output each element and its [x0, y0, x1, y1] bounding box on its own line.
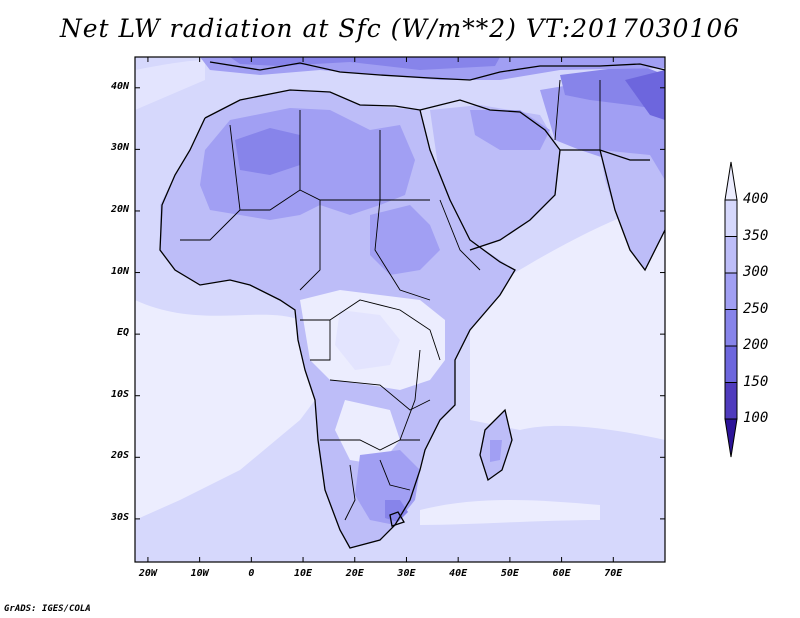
credit-text: GrADS: IGES/COLA [4, 604, 91, 614]
lat-tick-label: 20N [110, 203, 129, 215]
lat-tick-label: 30N [110, 142, 129, 154]
lon-tick-label: 60E [552, 568, 571, 579]
chart-title: Net LW radiation at Sfc (W/m**2) VT:2017… [59, 14, 741, 43]
lat-tick-label: 40N [110, 80, 129, 92]
colorbar-segment [724, 236, 738, 274]
axis-ticks [135, 57, 665, 562]
colorbar-label: 250 [743, 300, 769, 317]
colorbar-segment [724, 199, 738, 237]
lon-tick-label: 50E [500, 568, 519, 579]
colorbar-segment [724, 309, 738, 347]
lat-tick-label: EQ [116, 327, 129, 339]
lon-tick-label: 20W [138, 568, 157, 579]
colorbar-segment [724, 382, 738, 420]
colorbar-segment [724, 345, 738, 383]
colorbar-label: 300 [743, 264, 769, 280]
colorbar-label: 150 [743, 373, 769, 390]
lon-tick-label: 10E [294, 568, 313, 579]
lon-tick-label: 20E [345, 568, 364, 579]
colorbar-bottom-arrow [724, 418, 738, 458]
lon-tick-label: 40E [449, 568, 468, 579]
lon-tick-label: 70E [604, 568, 623, 579]
country-borders [180, 79, 601, 521]
plot-frame [134, 56, 666, 563]
lat-tick-label: 30S [110, 511, 129, 523]
colorbar-label: 100 [743, 410, 769, 426]
colorbar-segment [724, 272, 738, 310]
colorbar [724, 161, 738, 458]
lat-tick-label: 10S [110, 388, 129, 400]
colorbar-top-arrow [724, 161, 738, 201]
coastlines [159, 61, 665, 549]
lat-tick-label: 20S [110, 450, 129, 462]
colorbar-label: 200 [743, 337, 769, 353]
radiation-field [135, 57, 665, 562]
lon-tick-label: 30E [397, 568, 416, 579]
colorbar-label: 350 [743, 227, 769, 244]
lat-tick-label: 10N [110, 265, 129, 277]
lon-tick-label: 0 [248, 568, 255, 579]
lon-tick-label: 10W [190, 568, 209, 579]
colorbar-label: 400 [743, 191, 769, 207]
